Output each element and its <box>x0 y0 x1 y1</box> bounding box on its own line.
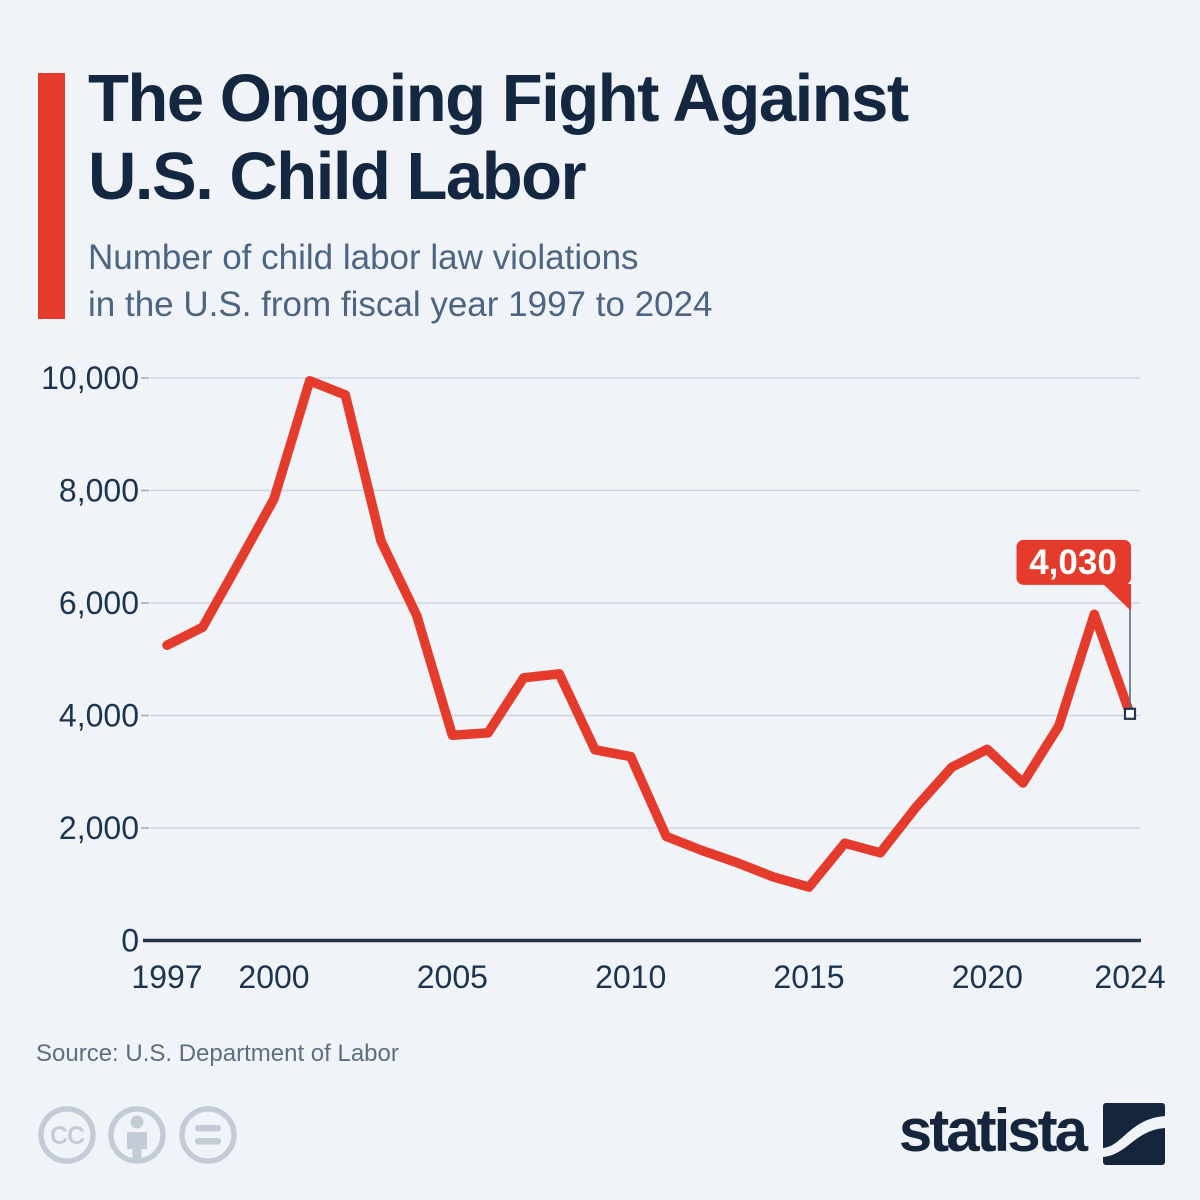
x-axis-labels: 1997 2000 2005 2010 2015 2020 2024 <box>131 959 1165 995</box>
page-title: The Ongoing Fight Against U.S. Child Lab… <box>88 60 909 216</box>
y-axis-labels: 0 2,000 4,000 6,000 8,000 10,000 <box>41 360 139 959</box>
svg-text:2010: 2010 <box>595 959 666 995</box>
license-icons: CC <box>38 1106 237 1164</box>
subtitle-line-2: in the U.S. from fiscal year 1997 to 202… <box>88 285 713 324</box>
svg-text:4,000: 4,000 <box>59 698 139 734</box>
svg-text:2020: 2020 <box>952 959 1023 995</box>
chart-subtitle: Number of child labor law violations in … <box>88 234 713 328</box>
svg-text:10,000: 10,000 <box>41 360 139 396</box>
svg-text:2005: 2005 <box>417 959 488 995</box>
svg-text:8,000: 8,000 <box>59 473 139 509</box>
callout-tail <box>1103 583 1131 611</box>
title-line-1: The Ongoing Fight Against <box>88 61 909 136</box>
svg-text:CC: CC <box>50 1122 85 1150</box>
svg-text:2015: 2015 <box>773 959 844 995</box>
violations-line <box>162 376 1135 892</box>
statista-logo-icon[interactable] <box>1103 1103 1165 1165</box>
svg-text:2024: 2024 <box>1094 959 1165 995</box>
subtitle-line-1: Number of child labor law violations <box>88 238 639 277</box>
svg-text:2,000: 2,000 <box>59 810 139 846</box>
svg-text:2000: 2000 <box>238 959 309 995</box>
gridlines <box>141 377 1141 943</box>
attribution-person-icon[interactable] <box>108 1106 166 1164</box>
callout-box <box>1016 539 1131 585</box>
title-accent-bar <box>38 73 65 319</box>
statista-wordmark[interactable]: statista <box>898 1097 1088 1164</box>
no-derivatives-equals-icon[interactable] <box>179 1106 237 1164</box>
title-line-2: U.S. Child Labor <box>88 139 587 214</box>
callout-value: 4,030 <box>1029 543 1117 582</box>
svg-text:6,000: 6,000 <box>59 585 139 621</box>
creative-commons-icon[interactable]: CC <box>38 1106 96 1164</box>
value-callout: 4,030 <box>1016 539 1137 720</box>
svg-text:0: 0 <box>121 923 139 959</box>
endpoint-marker <box>1123 707 1137 720</box>
source-note: Source: U.S. Department of Labor <box>36 1040 399 1067</box>
svg-text:1997: 1997 <box>131 959 202 995</box>
